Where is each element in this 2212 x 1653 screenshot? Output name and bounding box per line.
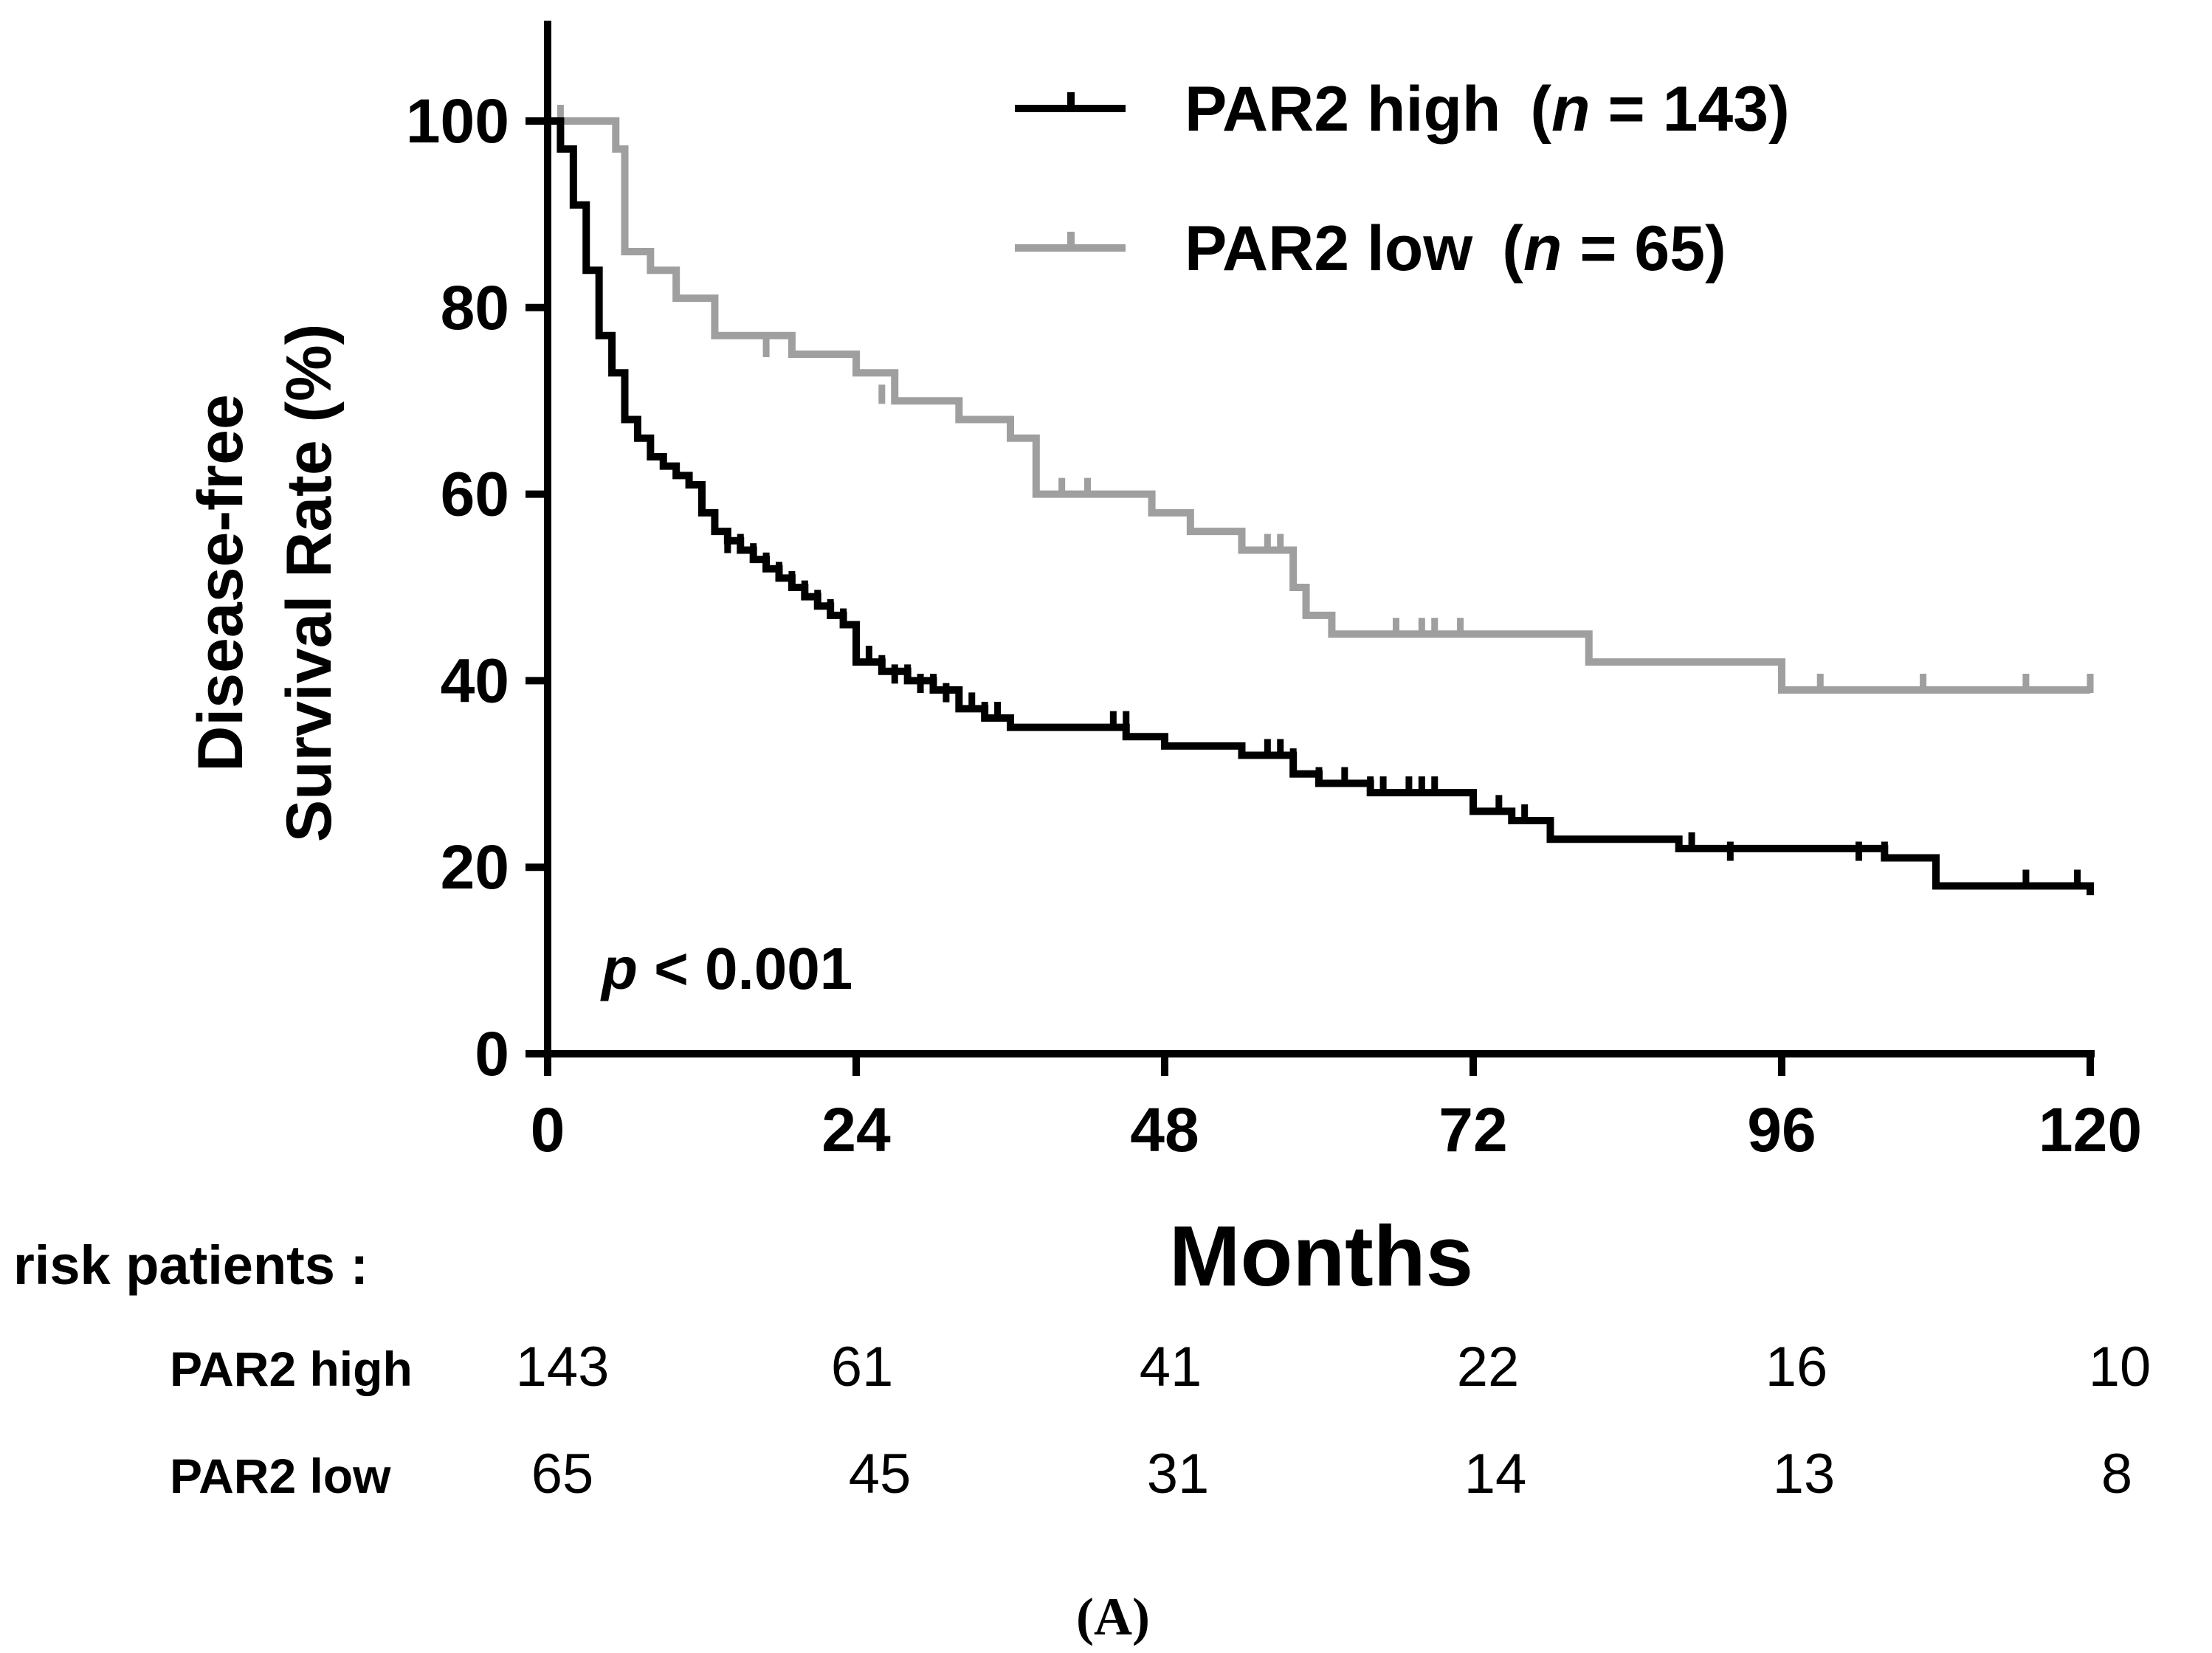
legend-n-text-par2-high: = 143) — [1591, 74, 1790, 145]
risk-value: 61 — [831, 1336, 894, 1398]
y-axis-label: Disease-free — [185, 394, 256, 772]
legend-n-symbol-par2-low: n — [1523, 213, 1562, 284]
y-axis-label-line1: Disease-free — [185, 394, 256, 772]
legend-label-par2-high: PAR2 high (n = 143) — [1185, 74, 1790, 145]
x-tick-label: 48 — [1130, 1095, 1199, 1164]
p-value-symbol: p — [600, 936, 638, 1001]
axes — [544, 21, 2095, 1057]
p-value-annotation: p < 0.001 — [600, 936, 852, 1001]
figure-label: (A) — [1076, 1587, 1150, 1646]
legend: PAR2 high (n = 143) PAR2 low (n = 65) — [1015, 74, 1790, 284]
risk-table: risk patients : PAR2 high PAR2 low 143 61… — [13, 1235, 2151, 1505]
y-tick-label: 40 — [441, 646, 509, 715]
risk-value: 13 — [1773, 1443, 1836, 1505]
risk-value: 45 — [849, 1443, 912, 1505]
risk-value: 14 — [1464, 1443, 1527, 1505]
risk-value: 16 — [1765, 1336, 1828, 1398]
risk-value: 8 — [2101, 1443, 2132, 1505]
legend-series-name-par2-low: PAR2 low — [1185, 213, 1473, 284]
risk-value: 22 — [1457, 1336, 1520, 1398]
x-tick-label: 24 — [821, 1095, 891, 1164]
risk-row-label-par2-high: PAR2 high — [170, 1342, 413, 1396]
risk-value: 10 — [2089, 1336, 2151, 1398]
x-tick-label: 0 — [531, 1095, 565, 1164]
x-axis-label: Months — [1169, 1208, 1473, 1304]
km-curve-par2-low — [548, 117, 2090, 694]
legend-item-par2-low: PAR2 low (n = 65) — [1015, 213, 1726, 284]
risk-table-title: risk patients : — [13, 1235, 368, 1296]
x-tick-label: 120 — [2039, 1095, 2142, 1164]
p-value-text: < 0.001 — [638, 936, 852, 1001]
x-tick-label: 96 — [1747, 1095, 1816, 1164]
risk-values: 143 61 41 22 16 10 65 45 31 14 13 8 — [516, 1336, 2151, 1505]
y-axis-label-2: Survival Rate (%) — [274, 324, 345, 843]
legend-item-par2-high: PAR2 high (n = 143) — [1015, 74, 1790, 145]
y-tick-label: 80 — [441, 273, 509, 342]
risk-value: 41 — [1140, 1336, 1202, 1398]
ticks: 0 20 40 60 80 100 0 24 48 72 96 120 — [406, 86, 2142, 1164]
y-tick-label: 20 — [441, 832, 509, 902]
y-tick-label: 0 — [475, 1019, 509, 1088]
legend-n-symbol-par2-high: n — [1551, 74, 1591, 145]
y-tick-label: 100 — [406, 86, 509, 156]
legend-n-text-par2-low: = 65) — [1562, 213, 1726, 284]
risk-value: 143 — [516, 1336, 610, 1398]
risk-value: 31 — [1147, 1443, 1210, 1505]
series-layer — [548, 105, 2094, 896]
risk-value: 65 — [531, 1443, 594, 1505]
legend-series-name-par2-high: PAR2 high — [1185, 74, 1500, 145]
legend-label-par2-low: PAR2 low (n = 65) — [1185, 213, 1726, 284]
x-tick-label: 72 — [1439, 1095, 1507, 1164]
risk-row-label-par2-low: PAR2 low — [170, 1449, 391, 1503]
y-tick-label: 60 — [441, 460, 509, 529]
y-axis-label-line2: Survival Rate (%) — [274, 324, 345, 843]
